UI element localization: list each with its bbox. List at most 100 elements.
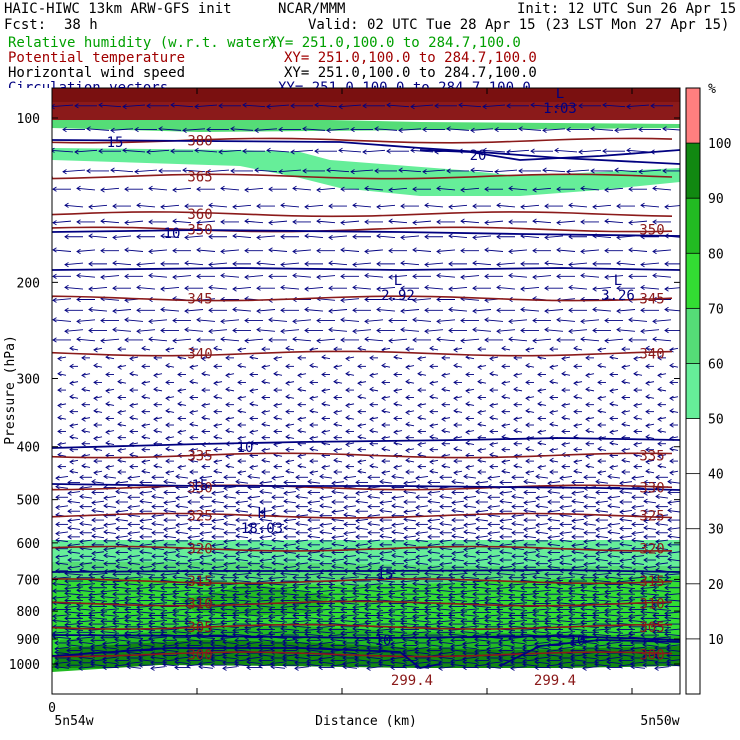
wind-vector bbox=[381, 436, 391, 439]
wind-vector bbox=[614, 169, 638, 173]
wind-vector bbox=[151, 496, 165, 499]
wind-vector-head bbox=[508, 272, 513, 279]
wind-vector bbox=[460, 338, 480, 342]
wind-vector bbox=[388, 220, 408, 224]
wind-vector bbox=[537, 465, 547, 468]
wind-vector-head bbox=[561, 371, 566, 377]
wind-vector-head bbox=[189, 457, 194, 463]
wind-vector-head bbox=[669, 408, 674, 414]
rh-top-layer bbox=[52, 88, 680, 102]
wind-vector-head bbox=[412, 247, 417, 253]
wind-vector bbox=[237, 396, 247, 399]
wind-vector bbox=[55, 476, 69, 479]
wind-vector bbox=[568, 262, 588, 266]
wind-vector bbox=[405, 365, 415, 368]
wind-vector-head bbox=[547, 480, 552, 486]
wind-vector bbox=[451, 509, 465, 513]
wind-vector bbox=[268, 319, 288, 322]
wind-vector-head bbox=[513, 416, 518, 422]
wind-vector bbox=[62, 169, 86, 173]
wind-vector bbox=[163, 481, 177, 484]
wind-vector-head bbox=[388, 338, 393, 344]
wind-vector bbox=[513, 430, 523, 433]
wind-vector-head bbox=[148, 248, 153, 255]
wind-vector bbox=[127, 514, 141, 517]
wind-vector bbox=[477, 423, 487, 427]
wind-vector-head bbox=[369, 441, 374, 447]
wind-vector-head bbox=[64, 262, 69, 268]
wind-vector-head bbox=[609, 429, 614, 435]
wind-vector bbox=[285, 423, 295, 427]
wind-vector bbox=[211, 500, 225, 504]
wind-vector bbox=[105, 403, 115, 406]
wind-vector-head bbox=[328, 203, 333, 209]
wind-vector-head bbox=[357, 468, 362, 474]
wind-vector bbox=[400, 309, 420, 312]
wind-vector bbox=[559, 476, 573, 479]
wind-vector bbox=[136, 329, 156, 332]
wind-vector-head bbox=[189, 469, 194, 475]
wind-vector-head bbox=[364, 248, 369, 255]
wind-vector-head bbox=[290, 149, 295, 155]
wind-vector bbox=[597, 347, 607, 351]
wind-vector-head bbox=[67, 508, 72, 514]
wind-vector-head bbox=[338, 147, 343, 153]
wind-vector-head bbox=[403, 499, 408, 505]
wind-vector-head bbox=[220, 248, 225, 255]
wind-vector bbox=[532, 338, 552, 342]
wind-vector-head bbox=[496, 262, 501, 268]
wind-vector bbox=[657, 430, 667, 433]
wind-vector-head bbox=[223, 493, 228, 500]
wind-vector-head bbox=[427, 490, 432, 496]
wind-vector-head bbox=[667, 479, 672, 485]
wind-vector bbox=[163, 500, 177, 504]
wind-vector-head bbox=[316, 338, 321, 344]
wind-vector-head bbox=[141, 394, 146, 400]
wind-vector-head bbox=[580, 272, 585, 279]
wind-vector-head bbox=[247, 503, 252, 509]
wind-vector-head bbox=[487, 475, 492, 481]
wind-vector-head bbox=[172, 274, 177, 280]
wind-vector-head bbox=[261, 364, 266, 370]
wind-vector bbox=[141, 436, 151, 439]
wind-vector-head bbox=[273, 371, 278, 377]
wind-vector bbox=[472, 235, 492, 238]
wind-vector-head bbox=[657, 416, 662, 422]
wind-vector-head bbox=[640, 262, 645, 268]
wind-vector bbox=[280, 329, 300, 332]
wind-vector-head bbox=[386, 148, 391, 154]
wind-vector-head bbox=[525, 408, 530, 414]
wind-vector bbox=[105, 430, 115, 433]
wind-vector-head bbox=[549, 469, 554, 475]
wind-vector-head bbox=[475, 499, 480, 505]
wind-vector bbox=[640, 329, 660, 332]
wind-vector-head bbox=[333, 435, 338, 441]
wind-vector-head bbox=[187, 480, 192, 486]
wind-vector-head bbox=[549, 447, 554, 454]
wind-vector bbox=[633, 373, 643, 376]
wind-vector-head bbox=[328, 308, 333, 314]
wind-vector bbox=[609, 388, 619, 392]
wind-vector bbox=[309, 470, 319, 474]
wind-vector bbox=[643, 500, 657, 504]
wind-vector bbox=[201, 356, 211, 360]
wind-vector bbox=[343, 505, 357, 508]
wind-vector-head bbox=[208, 307, 213, 313]
wind-vector-head bbox=[189, 447, 194, 454]
wind-vector-head bbox=[194, 147, 199, 153]
wind-vector-head bbox=[220, 336, 225, 342]
wind-vector-head bbox=[172, 218, 177, 224]
wind-vector-head bbox=[165, 422, 170, 428]
wind-vector-head bbox=[631, 494, 636, 500]
wind-vector-head bbox=[88, 306, 93, 313]
wind-vector-head bbox=[98, 102, 103, 108]
wind-vector bbox=[81, 373, 91, 376]
wind-vector bbox=[460, 298, 480, 301]
wind-vector bbox=[669, 396, 679, 399]
wind-vector-head bbox=[640, 284, 645, 290]
wind-vector-head bbox=[292, 219, 297, 225]
wind-vector-head bbox=[208, 328, 213, 334]
wind-vector-head bbox=[134, 126, 139, 133]
wind-vector-head bbox=[206, 126, 211, 133]
